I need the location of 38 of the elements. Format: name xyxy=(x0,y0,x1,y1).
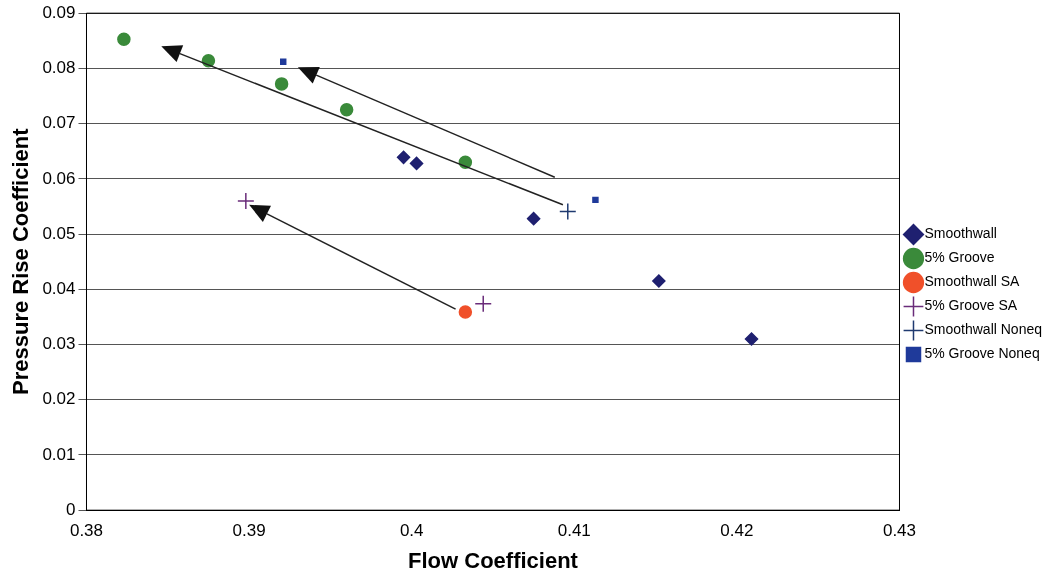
x-tick-label: 0.41 xyxy=(557,521,591,541)
x-axis-title: Flow Coefficient xyxy=(408,547,579,573)
y-tick-label: 0.02 xyxy=(42,389,76,409)
y-tick-label: 0.07 xyxy=(42,113,76,133)
y-tick-label: 0.09 xyxy=(42,2,76,22)
x-tick-label: 0.4 xyxy=(399,521,424,541)
legend-label: Smoothwall SA xyxy=(924,273,1021,290)
x-tick-label: 0.42 xyxy=(720,521,754,541)
point xyxy=(274,77,289,91)
point xyxy=(339,103,354,117)
y-tick-label: 0.03 xyxy=(42,334,76,354)
point xyxy=(652,274,666,288)
point xyxy=(592,196,599,204)
point xyxy=(559,202,577,221)
point xyxy=(280,58,287,66)
point xyxy=(409,156,424,171)
legend-label: Smoothwall Noneq xyxy=(924,321,1043,338)
legend-label: Smoothwall xyxy=(924,225,997,242)
x-tick-label: 0.38 xyxy=(69,521,104,541)
y-tick-label: 0.04 xyxy=(42,279,76,298)
point xyxy=(458,305,473,319)
point xyxy=(526,211,541,226)
legend-label: 5% Groove xyxy=(924,249,995,266)
x-tick-label: 0.43 xyxy=(882,521,917,541)
legend-label: 5% Groove Noneq xyxy=(924,345,1040,362)
y-tick-label: 0.05 xyxy=(42,223,76,243)
point xyxy=(237,192,255,210)
x-tick-label: 0.39 xyxy=(232,521,266,541)
point xyxy=(117,32,131,46)
point xyxy=(744,332,759,346)
point xyxy=(396,150,411,165)
y-tick-label: 0.06 xyxy=(42,168,76,188)
y-tick-label: 0 xyxy=(66,499,76,519)
y-tick-label: 0.08 xyxy=(42,58,76,78)
point xyxy=(474,294,492,313)
y-axis-title: Pressure Rise Coefficient xyxy=(8,127,34,395)
legend-label: 5% Groove SA xyxy=(924,297,1018,314)
y-tick-label: 0.01 xyxy=(42,444,76,464)
